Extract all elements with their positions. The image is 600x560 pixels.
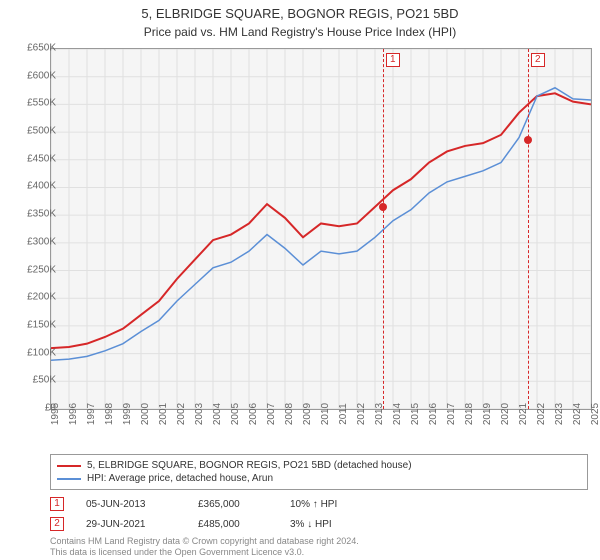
x-axis-label: 2013: [374, 403, 385, 425]
marker-line: [383, 49, 384, 409]
y-axis-label: £400K: [8, 181, 56, 192]
chart-container: 5, ELBRIDGE SQUARE, BOGNOR REGIS, PO21 5…: [0, 0, 600, 560]
y-axis-label: £50K: [8, 375, 56, 386]
legend-label: 5, ELBRIDGE SQUARE, BOGNOR REGIS, PO21 5…: [87, 460, 412, 471]
transaction-price: £365,000: [198, 499, 268, 510]
legend-swatch: [57, 478, 81, 480]
x-axis-label: 2025: [590, 403, 600, 425]
y-axis-label: £250K: [8, 264, 56, 275]
x-axis-label: 2007: [266, 403, 277, 425]
x-axis-label: 2019: [482, 403, 493, 425]
y-axis-label: £650K: [8, 43, 56, 54]
x-axis-label: 2011: [338, 403, 349, 425]
x-axis-label: 2003: [194, 403, 205, 425]
table-row: 1 05-JUN-2013 £365,000 10% ↑ HPI: [50, 494, 370, 514]
legend-item: 5, ELBRIDGE SQUARE, BOGNOR REGIS, PO21 5…: [57, 459, 581, 472]
x-axis-label: 1999: [122, 403, 133, 425]
plot-area: 12: [50, 48, 592, 410]
x-axis-label: 2015: [410, 403, 421, 425]
x-axis-label: 2017: [446, 403, 457, 425]
legend-label: HPI: Average price, detached house, Arun: [87, 473, 273, 484]
transaction-vs-hpi: 3% ↓ HPI: [290, 519, 370, 530]
legend-swatch: [57, 465, 81, 467]
y-axis-label: £500K: [8, 126, 56, 137]
x-axis-label: 2002: [176, 403, 187, 425]
attribution-line: This data is licensed under the Open Gov…: [50, 547, 359, 558]
x-axis-label: 2020: [500, 403, 511, 425]
legend: 5, ELBRIDGE SQUARE, BOGNOR REGIS, PO21 5…: [50, 454, 588, 490]
marker-dot: [524, 136, 532, 144]
marker-badge: 2: [50, 517, 64, 531]
marker-line: [528, 49, 529, 409]
x-axis-label: 2014: [392, 403, 403, 425]
transaction-vs-hpi: 10% ↑ HPI: [290, 499, 370, 510]
y-axis-label: £300K: [8, 236, 56, 247]
x-axis-label: 2010: [320, 403, 331, 425]
transaction-date: 29-JUN-2021: [86, 519, 176, 530]
x-axis-label: 2005: [230, 403, 241, 425]
x-axis-label: 2016: [428, 403, 439, 425]
y-axis-label: £150K: [8, 319, 56, 330]
x-axis-label: 2022: [536, 403, 547, 425]
transaction-date: 05-JUN-2013: [86, 499, 176, 510]
x-axis-label: 2018: [464, 403, 475, 425]
marker-dot: [379, 203, 387, 211]
x-axis-label: 2008: [284, 403, 295, 425]
x-axis-label: 1998: [104, 403, 115, 425]
x-axis-label: 2009: [302, 403, 313, 425]
x-axis-label: 2023: [554, 403, 565, 425]
marker-badge: 1: [50, 497, 64, 511]
y-axis-label: £600K: [8, 70, 56, 81]
y-axis-label: £100K: [8, 347, 56, 358]
x-axis-label: 1997: [86, 403, 97, 425]
x-axis-label: 2024: [572, 403, 583, 425]
table-row: 2 29-JUN-2021 £485,000 3% ↓ HPI: [50, 514, 370, 534]
marker-badge: 2: [531, 53, 545, 67]
x-axis-label: 2000: [140, 403, 151, 425]
x-axis-label: 1996: [68, 403, 79, 425]
marker-badge: 1: [386, 53, 400, 67]
chart-svg: [51, 49, 591, 409]
x-axis-label: 2001: [158, 403, 169, 425]
x-axis-label: 2004: [212, 403, 223, 425]
x-axis-label: 2006: [248, 403, 259, 425]
transactions-table: 1 05-JUN-2013 £365,000 10% ↑ HPI 2 29-JU…: [50, 494, 370, 534]
y-axis-label: £0: [8, 403, 56, 414]
x-axis-label: 2012: [356, 403, 367, 425]
attribution-line: Contains HM Land Registry data © Crown c…: [50, 536, 359, 547]
x-axis-label: 2021: [518, 403, 529, 425]
transaction-price: £485,000: [198, 519, 268, 530]
x-axis-label: 1995: [50, 403, 61, 425]
y-axis-label: £200K: [8, 292, 56, 303]
y-axis-label: £550K: [8, 98, 56, 109]
attribution-text: Contains HM Land Registry data © Crown c…: [50, 536, 359, 558]
y-axis-label: £350K: [8, 209, 56, 220]
y-axis-label: £450K: [8, 153, 56, 164]
chart-subtitle: Price paid vs. HM Land Registry's House …: [0, 23, 600, 43]
chart-title: 5, ELBRIDGE SQUARE, BOGNOR REGIS, PO21 5…: [0, 0, 600, 23]
legend-item: HPI: Average price, detached house, Arun: [57, 472, 581, 485]
